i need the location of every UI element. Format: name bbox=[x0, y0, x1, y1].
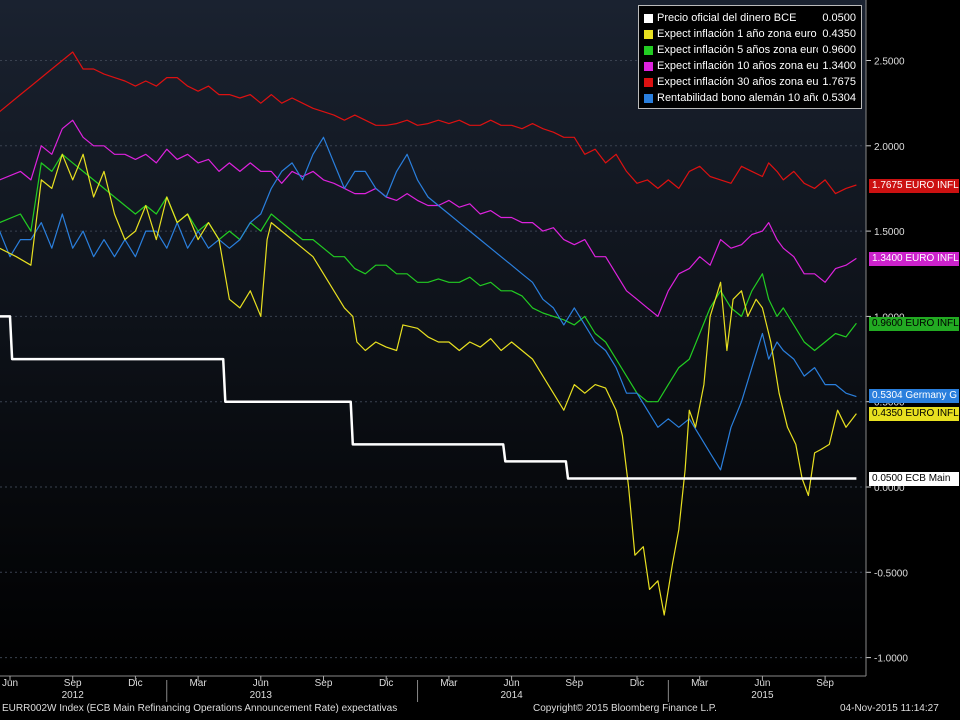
x-tick-label-month: Mar bbox=[189, 678, 207, 689]
legend-entry: Rentabilidad bono alemán 10 años. 0.5304 bbox=[644, 90, 856, 106]
y-tick-label: -1.0000 bbox=[874, 654, 908, 665]
legend-entry: Expect inflación 30 años zona euro 1.7675 bbox=[644, 74, 856, 90]
x-tick-label-year: 2014 bbox=[500, 690, 523, 701]
legend-entry: Expect inflación 1 año zona euro 0.4350 bbox=[644, 26, 856, 42]
series-line bbox=[0, 136, 857, 471]
legend-swatch bbox=[644, 93, 653, 103]
footer-copyright: Copyright© 2015 Bloomberg Finance L.P. bbox=[533, 703, 717, 714]
legend-value: 1.3400 bbox=[822, 60, 856, 72]
legend-value: 1.7675 bbox=[822, 76, 856, 88]
last-value-tag: 1.7675 EURO INFL bbox=[869, 179, 959, 193]
y-tick-label: -0.5000 bbox=[874, 568, 908, 579]
legend-entry: Expect inflación 10 años zona euro 1.3400 bbox=[644, 58, 856, 74]
x-tick-label-month: Dic bbox=[379, 678, 393, 689]
legend-label: Expect inflación 30 años zona euro bbox=[657, 76, 819, 88]
legend-swatch bbox=[644, 29, 653, 39]
y-tick-label: 2.0000 bbox=[874, 142, 905, 153]
x-tick-label-year: 2013 bbox=[250, 690, 273, 701]
x-tick-label-month: Sep bbox=[64, 678, 82, 689]
legend-value: 0.4350 bbox=[822, 28, 856, 40]
legend-label: Expect inflación 1 año zona euro bbox=[657, 28, 817, 40]
legend-label: Rentabilidad bono alemán 10 años. bbox=[657, 92, 819, 104]
y-tick-label: 0.5000 bbox=[874, 398, 905, 409]
x-tick-label-month: Dic bbox=[128, 678, 142, 689]
last-value-tag: 0.4350 EURO INFL bbox=[869, 407, 959, 421]
legend-label: Expect inflación 5 años zona euro bbox=[657, 44, 819, 56]
plot-background bbox=[0, 0, 866, 676]
x-tick-label-month: Sep bbox=[315, 678, 333, 689]
legend-value: 0.0500 bbox=[822, 12, 856, 24]
x-tick-label-year: 2015 bbox=[751, 690, 774, 701]
x-tick-label-year: 2012 bbox=[62, 690, 85, 701]
x-tick-label-month: Dic bbox=[630, 678, 644, 689]
legend-entry: Expect inflación 5 años zona euro 0.9600 bbox=[644, 42, 856, 58]
legend-label: Expect inflación 10 años zona euro bbox=[657, 60, 819, 72]
x-tick-label-month: Mar bbox=[691, 678, 709, 689]
y-tick-label: 2.5000 bbox=[874, 57, 905, 68]
legend-label: Precio oficial del dinero BCE bbox=[657, 12, 797, 24]
legend-swatch bbox=[644, 77, 653, 87]
x-tick-label-month: Sep bbox=[816, 678, 834, 689]
x-tick-label-month: Sep bbox=[565, 678, 583, 689]
last-value-tag: 0.5304 Germany G bbox=[869, 389, 959, 403]
series-line bbox=[0, 315, 857, 480]
footer-index-description: EURR002W Index (ECB Main Refinancing Ope… bbox=[2, 703, 398, 714]
footer-timestamp: 04-Nov-2015 11:14:27 bbox=[840, 703, 939, 714]
legend-value: 0.9600 bbox=[822, 44, 856, 56]
axis-background bbox=[866, 0, 960, 720]
last-value-tag: 0.9600 EURO INFL bbox=[869, 317, 959, 331]
legend-swatch bbox=[644, 45, 653, 55]
x-tick-label-month: Jun bbox=[754, 678, 770, 689]
last-value-tag: 0.0500 ECB Main bbox=[869, 472, 959, 486]
x-tick-label-month: Jun bbox=[504, 678, 520, 689]
series-line bbox=[0, 153, 857, 403]
series-line bbox=[0, 153, 857, 616]
legend-value: 0.5304 bbox=[822, 92, 856, 104]
last-value-tag: 1.3400 EURO INFL bbox=[869, 252, 959, 266]
x-tick-label-month: Jun bbox=[253, 678, 269, 689]
legend-swatch bbox=[644, 13, 653, 23]
y-tick-label: 0.0000 bbox=[874, 483, 905, 494]
x-tick-label-month: Mar bbox=[440, 678, 458, 689]
legend-entry: Precio oficial del dinero BCE 0.0500 bbox=[644, 10, 856, 26]
y-tick-label: 1.5000 bbox=[874, 227, 905, 238]
x-tick-label-month: Jun bbox=[2, 678, 18, 689]
legend-swatch bbox=[644, 61, 653, 71]
series-line bbox=[0, 51, 857, 195]
chart-legend: Precio oficial del dinero BCE 0.0500 Expec… bbox=[638, 5, 862, 109]
